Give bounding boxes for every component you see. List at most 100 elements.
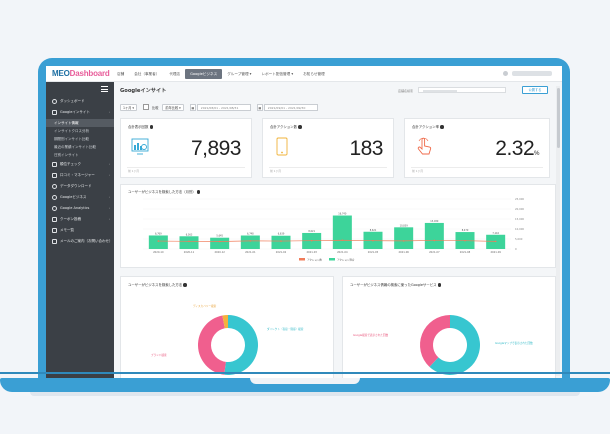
publish-button[interactable]: 公開する: [522, 86, 548, 94]
line-point: [280, 240, 282, 242]
scrollbar[interactable]: [556, 86, 560, 376]
compare-select[interactable]: 前年比較 ▾: [162, 103, 184, 111]
tag-icon: [52, 216, 57, 222]
date-range-to[interactable]: 2021/09/01 - 2021/09/30: [263, 103, 318, 111]
x-tick-label: 2020-12: [214, 250, 225, 254]
chevron-icon: ›: [108, 162, 110, 166]
donut-title: ユーザーがビジネスを検索した方法: [128, 282, 187, 287]
kpi-value: 183: [349, 137, 383, 160]
nav-item[interactable]: 代理店: [169, 71, 181, 76]
line-point: [188, 240, 190, 243]
sidebar-item[interactable]: データダウンロード: [46, 181, 114, 191]
sidebar-item[interactable]: 口コミ・マネージャー ›: [46, 170, 114, 180]
donut-slice[interactable]: [420, 315, 450, 367]
user-icon[interactable]: [503, 71, 508, 76]
sidebar-item-label: インサイトクロス分析: [54, 128, 89, 133]
nav-item[interactable]: レポート配信管理 ▾: [261, 71, 294, 76]
sidebar-item-label: 最近の業績インサイト比較: [54, 144, 96, 149]
sidebar-item-label: 期間別インサイト比較: [54, 136, 89, 141]
info-icon[interactable]: [183, 283, 187, 287]
sidebar-item-label: Googleインサイト: [60, 109, 90, 114]
kpi-footer: 前 1ヶ月: [412, 169, 424, 173]
y-tick-label: 20,000: [515, 207, 524, 211]
compare-checkbox[interactable]: [143, 104, 150, 110]
x-tick-label: 2021-05: [368, 250, 379, 254]
donut-slice[interactable]: [429, 315, 480, 375]
x-tick-label: 2021-02: [276, 250, 287, 254]
nav-items: 店舗 会社（事業者） 代理店 Googleビジネス グループ管理 ▾ レポート配信管理 ▾…: [112, 66, 330, 81]
line-point: [218, 240, 221, 243]
info-icon[interactable]: [437, 283, 442, 287]
nav-item[interactable]: Googleビジネス: [185, 68, 223, 79]
donut-slice[interactable]: [222, 315, 228, 329]
sidebar-item[interactable]: Googleインサイト ›: [46, 107, 114, 117]
sidebar-item[interactable]: Google Analytics ›: [46, 203, 114, 213]
sidebar-item[interactable]: 期間別インサイト比較: [46, 135, 114, 143]
kpi-card-action-rate: 合計アクション率 2.32% 前 1ヶ月: [404, 118, 550, 178]
bar-value-label: 8,621: [370, 229, 377, 232]
sidebar-item-label: インサイト情報: [54, 120, 79, 125]
laptop-base: [0, 378, 610, 392]
nav-item[interactable]: お知らせ管理: [303, 71, 325, 76]
date-range-from[interactable]: 2021/08/01 - 2021/08/31: [196, 103, 251, 111]
top-navigation: MEODashboard 店舗 会社（事業者） 代理店 Googleビジネス グループ管…: [46, 66, 562, 82]
search-method-donut-card: ユーザーがビジネスを検索した方法 ディスカバリー検索 ダイレクト（直接・間接）検…: [120, 276, 334, 380]
donut-slice[interactable]: [224, 315, 258, 375]
x-tick-label: 2020-11: [184, 250, 195, 254]
kpi-value: 7,893: [190, 137, 242, 160]
line-point: [402, 240, 405, 242]
kpi-footer: 前 1ヶ月: [270, 169, 282, 173]
donut-slice[interactable]: [198, 315, 226, 375]
bar-value-label: 6,363: [186, 233, 193, 236]
donut-label: Google検索で表示された回数: [353, 334, 389, 337]
info-icon[interactable]: [196, 190, 201, 194]
sidebar-item[interactable]: メールのご案内（お問い合わせ）: [46, 236, 114, 246]
kpi-title: 合計アクション率: [412, 124, 444, 129]
sidebar-item[interactable]: インサイトクロス分析: [46, 127, 114, 135]
sidebar-item[interactable]: インサイト情報: [46, 119, 114, 127]
logo-main: MEO: [52, 69, 70, 78]
kpi-title: 合計表示回数: [128, 124, 154, 129]
nav-item[interactable]: グループ管理 ▾: [227, 71, 252, 76]
sidebar-item[interactable]: 最近の業績インサイト比較: [46, 143, 114, 151]
nav-item[interactable]: 会社（事業者）: [134, 71, 160, 76]
sidebar-item[interactable]: 順位チェック ›: [46, 159, 114, 169]
info-icon[interactable]: [440, 125, 444, 129]
bar-value-label: 8,470: [462, 229, 469, 232]
bar-value-label: 7,116: [492, 232, 499, 235]
logo[interactable]: MEODashboard: [46, 69, 112, 78]
y-tick-label: 25,000: [515, 197, 524, 201]
info-icon[interactable]: [298, 125, 302, 129]
logo-accent: Dashboard: [69, 69, 110, 78]
nav-item[interactable]: 店舗: [117, 71, 125, 76]
user-menu[interactable]: [512, 71, 552, 76]
monitor-icon: [131, 138, 149, 155]
memo-icon: [52, 227, 57, 233]
menu-toggle-icon[interactable]: [101, 86, 108, 93]
bar: [210, 237, 230, 249]
donut-label: ディスカバリー検索: [193, 305, 217, 308]
phone-icon: [276, 137, 288, 156]
compare-label: 比較: [152, 105, 159, 110]
period-select[interactable]: 1ヶ月 ▾: [120, 103, 138, 111]
bar: [179, 236, 199, 249]
action-line: [158, 239, 496, 242]
sidebar-item[interactable]: ダッシュボード: [46, 96, 114, 106]
donut-chart: [198, 315, 258, 375]
sidebar-item[interactable]: Googleビジネス ›: [46, 192, 114, 202]
kpi-title: 合計アクション数: [270, 124, 302, 129]
legend-swatch: [299, 258, 305, 261]
y-tick-label: 10,000: [515, 227, 524, 231]
sidebar-item[interactable]: メモ一覧: [46, 225, 114, 235]
calendar-icon[interactable]: ▦: [189, 103, 196, 111]
store-search-input[interactable]: [418, 87, 506, 93]
sidebar-item[interactable]: クーポン投稿 ›: [46, 214, 114, 224]
download-icon: [52, 183, 57, 189]
legend-swatch: [329, 258, 335, 261]
bar-value-label: 6,639: [278, 233, 285, 236]
sidebar-item[interactable]: 日別インサイト: [46, 151, 114, 159]
filter-row: 1ヶ月 ▾ 比較 前年比較 ▾ ▦ 2021/08/01 - 2021/08/3…: [120, 103, 318, 111]
calendar-icon[interactable]: ▦: [256, 103, 263, 111]
x-tick-label: 2021-03: [306, 250, 317, 254]
info-icon[interactable]: [149, 125, 154, 129]
